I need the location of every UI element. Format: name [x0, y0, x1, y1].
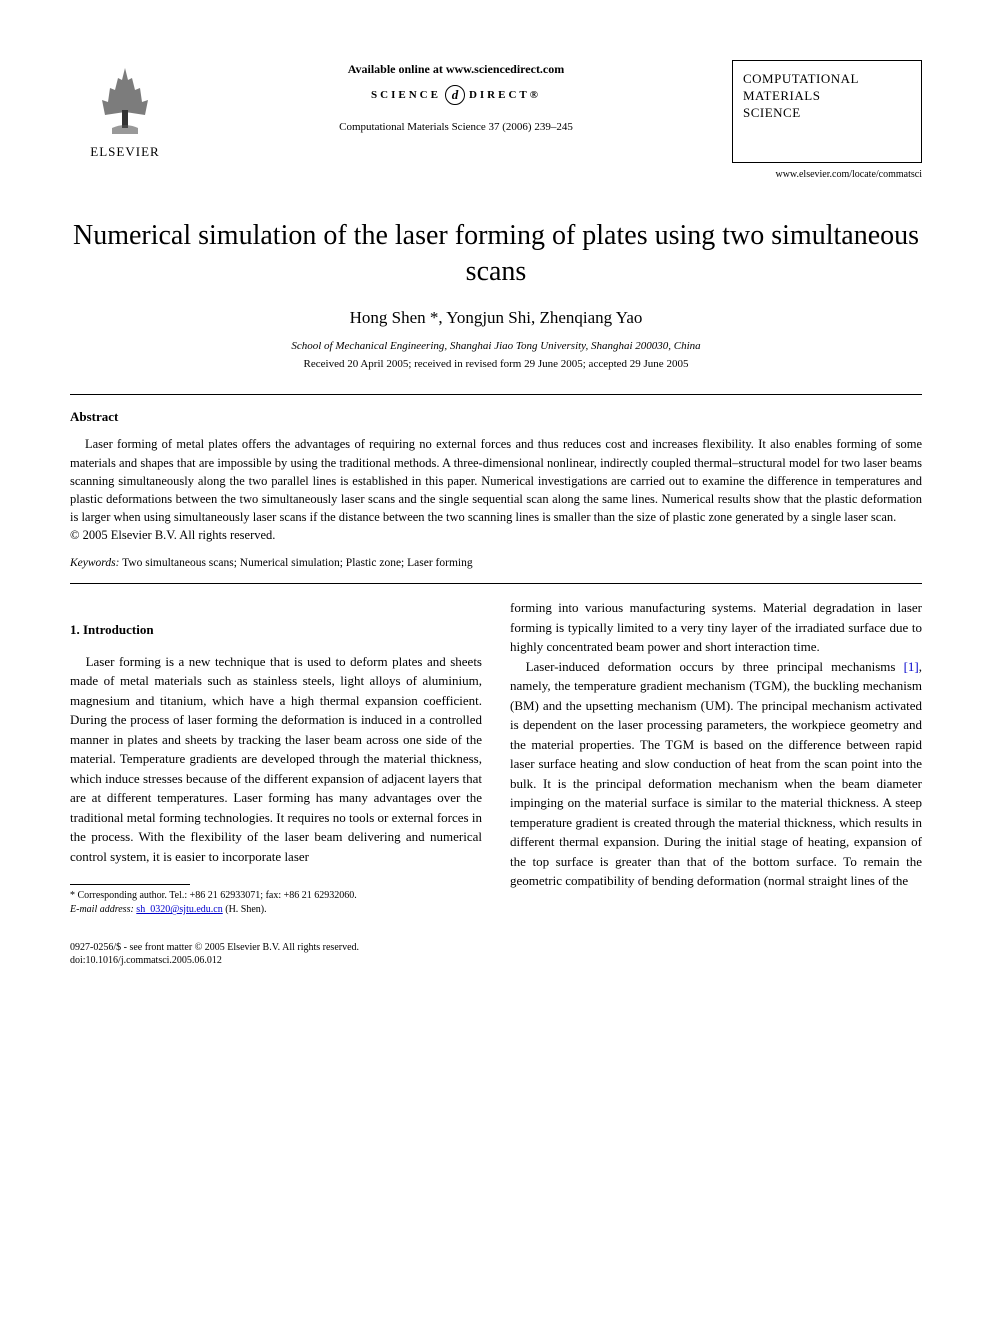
sciencedirect-d-icon: d — [445, 85, 465, 105]
publisher-logo-block: ELSEVIER — [70, 60, 180, 160]
keywords-line: Keywords: Two simultaneous scans; Numeri… — [70, 557, 922, 569]
citation-link[interactable]: [1] — [904, 659, 919, 674]
affiliation: School of Mechanical Engineering, Shangh… — [70, 340, 922, 352]
section-number: 1. — [70, 622, 80, 637]
article-title: Numerical simulation of the laser formin… — [70, 218, 922, 291]
sciencedirect-right: DIRECT® — [469, 89, 541, 101]
article-dates: Received 20 April 2005; received in revi… — [70, 358, 922, 370]
header-center: Available online at www.sciencedirect.co… — [180, 60, 732, 133]
body-text: Laser-induced deformation occurs by thre… — [526, 659, 904, 674]
journal-header: ELSEVIER Available online at www.science… — [70, 60, 922, 180]
footnote-email-author: (H. Shen). — [223, 904, 267, 915]
body-text: , namely, the temperature gradient mecha… — [510, 659, 922, 889]
doi-line: doi:10.1016/j.commatsci.2005.06.012 — [70, 954, 922, 967]
abstract-text: Laser forming of metal plates offers the… — [70, 435, 922, 526]
section-heading: 1. Introduction — [70, 620, 482, 640]
keywords-label: Keywords: — [70, 557, 119, 569]
sciencedirect-logo: SCIENCE d DIRECT® — [180, 85, 732, 105]
footnote-corresponding: * Corresponding author. Tel.: +86 21 629… — [70, 889, 482, 903]
journal-url[interactable]: www.elsevier.com/locate/commatsci — [732, 169, 922, 180]
authors: Hong Shen *, Yongjun Shi, Zhenqiang Yao — [70, 308, 922, 328]
elsevier-tree-icon — [90, 60, 160, 140]
abstract-copyright: © 2005 Elsevier B.V. All rights reserved… — [70, 528, 922, 543]
divider-rule — [70, 394, 922, 395]
journal-title-box: COMPUTATIONAL MATERIALS SCIENCE — [732, 60, 922, 163]
journal-box-line1: COMPUTATIONAL — [743, 71, 911, 88]
available-online-text: Available online at www.sciencedirect.co… — [180, 62, 732, 77]
section-title-text: Introduction — [83, 622, 154, 637]
journal-box-wrapper: COMPUTATIONAL MATERIALS SCIENCE www.else… — [732, 60, 922, 180]
abstract-label: Abstract — [70, 409, 922, 425]
sciencedirect-left: SCIENCE — [371, 89, 441, 101]
keywords-text: Two simultaneous scans; Numerical simula… — [119, 557, 472, 569]
journal-reference: Computational Materials Science 37 (2006… — [180, 121, 732, 133]
footer-matter: 0927-0256/$ - see front matter © 2005 El… — [70, 941, 922, 967]
journal-box-line3: SCIENCE — [743, 105, 911, 122]
issn-line: 0927-0256/$ - see front matter © 2005 El… — [70, 941, 922, 954]
divider-rule — [70, 583, 922, 584]
article-body: 1. Introduction Laser forming is a new t… — [70, 598, 922, 917]
corresponding-author-footnote: * Corresponding author. Tel.: +86 21 629… — [70, 889, 482, 917]
footnote-email-label: E-mail address: — [70, 904, 134, 915]
body-paragraph: Laser forming is a new technique that is… — [70, 652, 482, 867]
body-paragraph: Laser-induced deformation occurs by thre… — [510, 657, 922, 891]
publisher-name: ELSEVIER — [90, 144, 159, 160]
footnote-email-link[interactable]: sh_0320@sjtu.edu.cn — [136, 904, 222, 915]
footnote-rule — [70, 884, 190, 885]
body-paragraph: forming into various manufacturing syste… — [510, 598, 922, 657]
journal-box-line2: MATERIALS — [743, 88, 911, 105]
